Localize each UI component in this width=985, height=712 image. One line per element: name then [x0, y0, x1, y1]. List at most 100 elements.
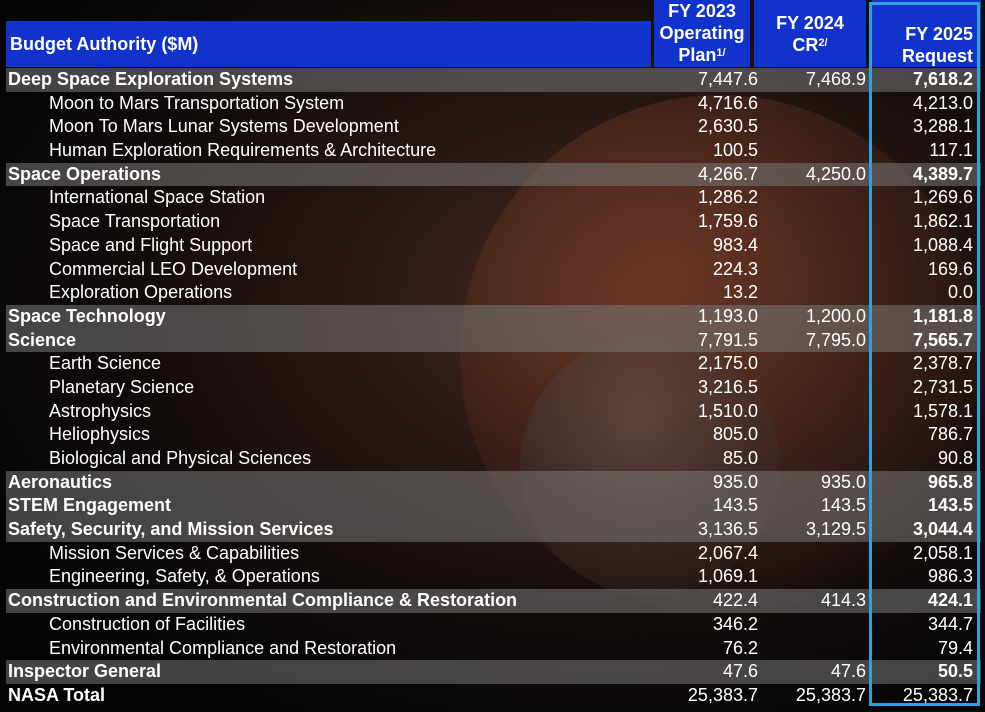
row-label: Earth Science [49, 353, 162, 374]
fy2025-value: 90.8 [937, 448, 973, 468]
fy2023-value: 422.4 [712, 590, 758, 611]
row-label: International Space Station [49, 187, 266, 208]
fy2025-value: 7,618.2 [912, 69, 973, 89]
table-row-category: Inspector General 47.6 47.6 50.5 [6, 660, 981, 684]
fy2025-value: 1,862.1 [912, 211, 973, 232]
fy2025-value: 50.5 [937, 661, 973, 682]
header-budget-authority: Budget Authority ($M) [6, 21, 651, 67]
fy2024-value: 143.5 [820, 495, 866, 516]
row-label: Commercial LEO Development [49, 258, 298, 279]
header-label: Budget Authority ($M) [10, 34, 199, 54]
row-label: STEM Engagement [8, 495, 172, 516]
table-row: Planetary Science 3,216.5 2,731.5 [6, 376, 981, 400]
table-row: Engineering, Safety, & Operations 1,069.1… [6, 565, 981, 589]
fy2023-value: 3,216.5 [697, 376, 758, 397]
row-label: Construction and Environmental Complianc… [8, 590, 518, 611]
table-row: Commercial LEO Development 224.3 169.6 [6, 258, 981, 282]
fy2024-value: 3,129.5 [805, 519, 866, 540]
table-row: Exploration Operations 13.2 0.0 [6, 281, 981, 305]
fy2024-value: 1,200.0 [805, 305, 866, 326]
fy2024-value: 414.3 [820, 590, 866, 611]
row-label: Mission Services & Capabilities [49, 542, 300, 563]
fy2023-value: 1,193.0 [697, 305, 758, 326]
table-row: Environmental Compliance and Restoration… [6, 637, 981, 661]
header-fy2024-cr: CR [792, 34, 819, 55]
table-row: Earth Science 2,175.0 2,378.7 [6, 352, 981, 376]
fy2024-value: 47.6 [830, 661, 866, 682]
table-row: Construction of Facilities 346.2 344.7 [6, 613, 981, 637]
fy2025-value: 3,288.1 [912, 116, 973, 137]
fy2023-value: 1,510.0 [697, 400, 758, 421]
table-row: Mission Services & Capabilities 2,067.4 2,… [6, 542, 981, 566]
row-label: Space Transportation [49, 211, 221, 232]
fy2025-value: 79.4 [937, 637, 973, 658]
header-fy2024: FY 2024 CR2/ [754, 0, 866, 67]
fy2023-value: 47.6 [722, 661, 758, 682]
header-fy2024-line2: CR2/ [754, 34, 866, 56]
table-row: International Space Station 1,286.2 1,269.… [6, 186, 981, 210]
fy2024-value: 4,250.0 [805, 163, 866, 184]
row-label: Moon To Mars Lunar Systems Development [49, 116, 399, 137]
fy2024-value: 935.0 [820, 471, 866, 492]
row-label: Exploration Operations [49, 282, 233, 303]
table-row: Space and Flight Support 983.4 1,088.4 [6, 234, 981, 258]
header-fy2024-line1: FY 2024 [776, 12, 844, 33]
table-row: Astrophysics 1,510.0 1,578.1 [6, 400, 981, 424]
fy2023-value: 224.3 [712, 258, 758, 279]
row-label: Human Exploration Requirements & Archite… [49, 140, 437, 161]
fy2023-value: 983.4 [712, 234, 758, 255]
fy2025-value: 4,213.0 [912, 92, 973, 113]
table-row-category: Science 7,791.5 7,795.0 7,565.7 [6, 328, 981, 353]
row-label: Planetary Science [49, 376, 195, 397]
fy2024-value: 7,795.0 [805, 329, 866, 350]
row-label: Aeronautics [8, 471, 113, 492]
row-label: Engineering, Safety, & Operations [49, 566, 320, 587]
fy2023-value: 76.2 [722, 637, 758, 658]
table-row-category: Space Technology 1,193.0 1,200.0 1,181.8 [6, 304, 981, 329]
table-row: Heliophysics 805.0 786.7 [6, 423, 981, 447]
row-label: Heliophysics [49, 424, 151, 445]
fy2023-value: 4,716.6 [697, 92, 758, 113]
fy2023-value: 13.2 [722, 282, 758, 303]
row-label: Science [8, 329, 77, 350]
fy2023-value: 143.5 [712, 495, 758, 516]
header-fy2025: FY 2025 Request [872, 0, 981, 67]
fy2023-value: 346.2 [712, 613, 758, 634]
fy2025-value: 965.8 [927, 471, 973, 492]
row-label: NASA Total [8, 684, 105, 705]
fy2025-value: 1,181.8 [912, 305, 973, 326]
fy2024-value: 25,383.7 [795, 684, 866, 705]
fy2025-value: 117.1 [929, 140, 973, 161]
table-row-category: Aeronautics 935.0 935.0 965.8 [6, 470, 981, 495]
header-fy2023: FY 2023 Operating Plan1/ [654, 0, 750, 67]
table-row: Space Transportation 1,759.6 1,862.1 [6, 210, 981, 234]
fy2025-value: 2,058.1 [912, 542, 973, 563]
fy2023-value: 1,069.1 [697, 566, 758, 587]
header-fy2023-plan: Plan [678, 45, 717, 65]
row-label: Space and Flight Support [49, 234, 253, 255]
fy2024-value: 7,468.9 [805, 69, 866, 89]
fy2023-value: 85.0 [722, 448, 758, 468]
fy2023-value: 2,067.4 [697, 542, 758, 563]
row-label: Space Technology [8, 305, 166, 326]
fy2025-value: 7,565.7 [912, 329, 973, 350]
fy2025-value: 143.5 [927, 495, 973, 516]
table-row: Moon To Mars Lunar Systems Development 2,… [6, 115, 981, 139]
table-row: Human Exploration Requirements & Archite… [6, 139, 981, 163]
fy2023-value: 1,759.6 [697, 211, 758, 232]
fy2025-value: 0.0 [947, 282, 973, 303]
fy2023-value: 7,791.5 [697, 329, 758, 350]
row-label: Safety, Security, and Mission Services [8, 519, 334, 540]
row-label: Environmental Compliance and Restoration [49, 637, 397, 658]
fy2025-value: 2,731.5 [912, 376, 973, 397]
table-row-total: NASA Total 25,383.7 25,383.7 25,383.7 [6, 684, 981, 708]
table-header: Budget Authority ($M) FY 2023 Operating … [6, 0, 981, 67]
footnote-ref-1: 1/ [716, 47, 726, 59]
header-fy2023-line2: Operating [659, 23, 745, 43]
fy2025-value: 1,269.6 [912, 187, 973, 208]
fy2025-value: 25,383.7 [902, 684, 973, 705]
fy2023-value: 100.5 [712, 140, 758, 161]
fy2023-value: 1,286.2 [697, 187, 758, 208]
fy2025-value: 786.7 [927, 424, 973, 445]
fy2025-value: 169.6 [927, 258, 973, 279]
